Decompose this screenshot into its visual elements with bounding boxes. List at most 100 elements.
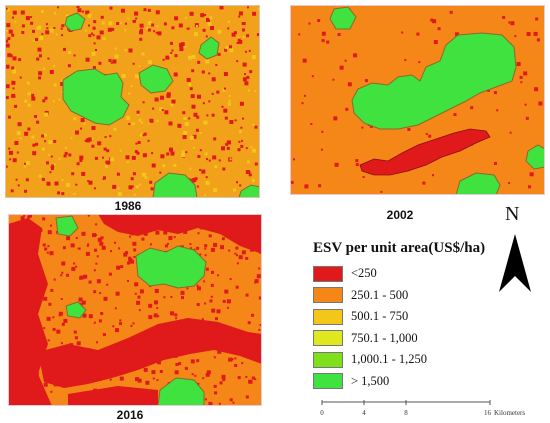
raster-cell <box>163 230 168 235</box>
raster-cell <box>134 11 139 16</box>
raster-cell <box>247 332 252 337</box>
raster-cell <box>52 100 55 103</box>
raster-cell <box>175 317 178 320</box>
raster-cell <box>49 70 54 74</box>
raster-cell <box>195 25 198 27</box>
raster-cell <box>114 307 117 310</box>
raster-cell <box>48 302 52 306</box>
map-2002-green-area-bottom <box>455 172 501 195</box>
raster-cell <box>77 247 80 250</box>
raster-cell <box>143 132 147 136</box>
raster-cell <box>162 58 165 61</box>
raster-cell <box>218 402 221 405</box>
raster-cell <box>5 165 8 168</box>
raster-cell <box>258 328 261 331</box>
raster-cell <box>75 237 78 239</box>
raster-cell <box>61 366 65 371</box>
raster-cell <box>127 279 129 282</box>
raster-cell <box>214 391 218 395</box>
scale-bar: 0 4 8 16 Kilometers <box>320 400 525 417</box>
raster-cell <box>170 41 173 45</box>
raster-cell <box>138 118 142 122</box>
raster-cell <box>159 171 162 174</box>
raster-cell <box>453 113 457 117</box>
raster-cell <box>18 58 22 62</box>
raster-cell <box>35 142 39 146</box>
raster-cell <box>196 246 200 250</box>
raster-cell <box>234 364 238 367</box>
raster-cell <box>79 302 83 306</box>
raster-cell <box>64 383 68 386</box>
raster-cell <box>5 84 10 89</box>
raster-cell <box>242 28 245 32</box>
raster-cell <box>248 49 251 52</box>
raster-cell <box>404 59 407 61</box>
raster-cell <box>134 20 137 22</box>
legend-label: > 1,500 <box>351 373 390 388</box>
raster-cell <box>369 124 373 128</box>
raster-cell <box>61 261 66 266</box>
raster-cell <box>30 257 34 261</box>
raster-cell <box>229 158 232 161</box>
raster-cell <box>45 30 50 35</box>
raster-cell <box>186 287 189 290</box>
raster-cell <box>523 71 528 76</box>
raster-cell <box>136 300 141 305</box>
raster-cell <box>159 107 164 112</box>
raster-cell <box>211 113 215 117</box>
raster-cell <box>84 139 87 142</box>
raster-cell <box>124 29 127 32</box>
raster-cell <box>177 334 180 338</box>
raster-cell <box>50 155 53 158</box>
raster-cell <box>14 104 18 108</box>
raster-cell <box>134 150 138 154</box>
raster-cell <box>344 59 347 62</box>
raster-cell <box>36 27 39 30</box>
raster-cell <box>155 230 160 235</box>
raster-cell <box>19 137 22 140</box>
raster-cell <box>128 185 133 190</box>
raster-cell <box>155 31 158 34</box>
raster-cell <box>246 160 250 164</box>
raster-cell <box>157 315 160 318</box>
raster-cell <box>113 386 117 390</box>
raster-cell <box>12 16 14 19</box>
raster-cell <box>98 319 102 323</box>
raster-cell <box>529 172 534 177</box>
raster-cell <box>169 54 172 57</box>
raster-cell <box>149 118 154 123</box>
map-1986-green-area-top <box>64 12 86 32</box>
raster-cell <box>244 73 246 76</box>
raster-cell <box>217 349 222 354</box>
raster-cell <box>256 347 260 351</box>
raster-cell <box>58 157 61 160</box>
raster-cell <box>92 66 96 69</box>
raster-cell <box>148 303 153 308</box>
raster-cell <box>11 66 15 70</box>
raster-cell <box>196 359 200 363</box>
raster-cell <box>252 11 257 16</box>
raster-cell <box>40 10 44 13</box>
raster-cell <box>157 324 161 328</box>
raster-cell <box>192 178 197 182</box>
raster-cell <box>126 400 129 403</box>
raster-cell <box>147 139 150 142</box>
raster-cell <box>179 340 183 344</box>
raster-cell <box>93 20 97 24</box>
raster-cell <box>215 317 218 321</box>
raster-cell <box>159 350 164 355</box>
raster-cell <box>502 15 506 19</box>
raster-cell <box>247 6 249 9</box>
raster-cell <box>53 83 57 87</box>
raster-cell <box>178 23 183 28</box>
raster-cell <box>204 247 207 250</box>
raster-cell <box>245 147 248 150</box>
map-2002 <box>290 5 545 195</box>
map-2016-year-label: 2016 <box>116 408 144 422</box>
raster-cell <box>15 178 18 181</box>
raster-cell <box>202 377 205 380</box>
raster-cell <box>96 255 99 258</box>
raster-cell <box>41 33 44 36</box>
legend-label: 750.1 - 1,000 <box>351 330 418 345</box>
raster-cell <box>61 192 65 196</box>
